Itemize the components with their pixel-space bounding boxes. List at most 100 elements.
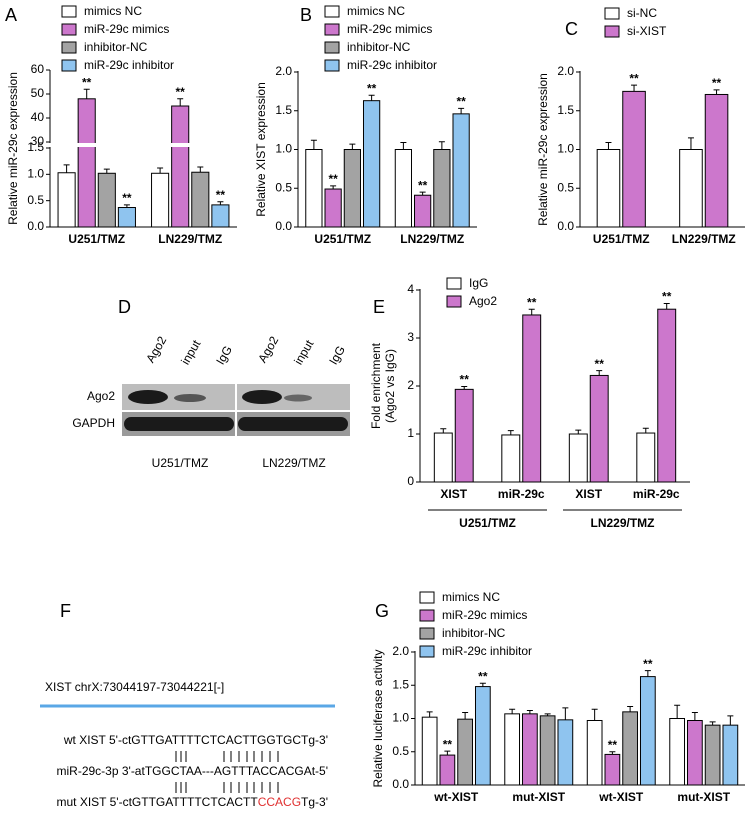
- x-tick-label: mut-XIST: [512, 790, 565, 804]
- legend-label: miR-29c inhibitor: [442, 644, 532, 658]
- error-bar: [642, 427, 649, 434]
- legend-label: inhibitor-NC: [442, 626, 506, 640]
- lane-label: IgG: [213, 343, 235, 367]
- base-pair-ticks: [175, 751, 279, 793]
- y-tick-label: 3: [407, 330, 414, 344]
- error-bar: [83, 88, 90, 99]
- y-tick-label: 2.0: [275, 64, 292, 78]
- error-bar: [217, 201, 224, 205]
- error-bar: [444, 750, 451, 756]
- y-tick-label: 0.0: [392, 777, 409, 791]
- error-bar: [591, 708, 598, 721]
- legend-swatch: [324, 41, 340, 54]
- error-bar: [631, 84, 638, 92]
- error-bar: [627, 706, 634, 712]
- bar: [622, 711, 638, 786]
- error-bar: [709, 721, 716, 726]
- y-tick-label: 0: [407, 474, 414, 488]
- bar: [589, 374, 609, 483]
- significance: **: [176, 85, 186, 99]
- bar: [343, 149, 361, 228]
- lane-label: input: [178, 337, 203, 367]
- x-tick-label: U251/TMZ: [68, 232, 125, 246]
- legend-swatch: [604, 25, 620, 38]
- significance: **: [456, 95, 466, 109]
- bar: [433, 149, 451, 228]
- error-bar: [419, 191, 426, 196]
- y-tick-label: 0.0: [275, 219, 292, 233]
- y-tick-label: 60: [31, 62, 45, 76]
- significance: **: [478, 669, 488, 683]
- axis-break: [44, 143, 237, 147]
- bar: [77, 98, 96, 228]
- error-bar: [528, 308, 535, 315]
- bar: [604, 753, 621, 786]
- x-tick-label: wt-XIST: [433, 790, 479, 804]
- sequence-title: XIST chrX:73044197-73044221[-]: [45, 680, 224, 694]
- legend-swatch: [446, 277, 462, 290]
- legend-label: miR-29c inhibitor: [84, 58, 174, 72]
- band: [174, 394, 206, 402]
- bar: [657, 308, 677, 483]
- legend-swatch: [446, 295, 462, 308]
- y-tick-label: 2.0: [557, 64, 574, 78]
- y-tick-label: 30: [31, 134, 45, 148]
- significance: **: [629, 71, 639, 85]
- x-tick-label: wt-XIST: [598, 790, 644, 804]
- bar: [57, 172, 76, 228]
- bar: [394, 149, 413, 228]
- legend-label: miR-29c mimics: [84, 22, 169, 36]
- x-tick-label: XIST: [575, 487, 602, 501]
- cell-label: LN229/TMZ: [262, 456, 325, 470]
- error-bar: [462, 712, 469, 720]
- significance: **: [460, 373, 470, 387]
- error-bar: [544, 713, 551, 716]
- error-bar: [509, 708, 516, 714]
- x-tick-label: XIST: [440, 487, 467, 501]
- significance: **: [608, 738, 618, 752]
- y-tick-label: 2.0: [392, 644, 409, 658]
- bar: [636, 432, 656, 483]
- x-tick-label: miR-29c: [633, 487, 680, 501]
- legend-label: mimics NC: [347, 4, 405, 18]
- significance: **: [527, 295, 537, 309]
- error-bar: [687, 137, 694, 150]
- error-bar: [157, 167, 164, 174]
- pairing: [175, 751, 279, 793]
- error-bar: [63, 164, 70, 173]
- legend-swatch: [419, 627, 435, 640]
- bar: [117, 207, 136, 228]
- error-bar: [310, 139, 317, 150]
- significance: **: [712, 76, 722, 90]
- band: [124, 417, 234, 431]
- y-tick-label: 1.0: [27, 167, 44, 181]
- legend-label: miR-29c mimics: [442, 608, 527, 622]
- bar: [622, 90, 646, 228]
- error-bar: [562, 707, 569, 720]
- bar: [457, 718, 473, 786]
- panel-label: A: [5, 5, 17, 25]
- panel-label: C: [565, 19, 578, 39]
- panel-label: F: [60, 601, 71, 621]
- y-tick-label: 0.5: [392, 744, 409, 758]
- y-tick-label: 0.5: [557, 180, 574, 194]
- legend-label: IgG: [469, 276, 488, 290]
- legend-swatch: [419, 609, 435, 622]
- bar: [679, 149, 703, 228]
- bar: [452, 113, 470, 228]
- legend-label: mimics NC: [442, 590, 500, 604]
- bar: [704, 724, 721, 786]
- y-tick-label: 50: [31, 86, 45, 100]
- legend-label: inhibitor-NC: [347, 40, 411, 54]
- error-bar: [507, 430, 514, 435]
- x-tick-label: LN229/TMZ: [400, 232, 464, 246]
- y-tick-label: 1.0: [557, 142, 574, 156]
- row-label: Ago2: [87, 389, 115, 403]
- error-bar: [426, 711, 433, 718]
- legend-label: inhibitor-NC: [84, 40, 148, 54]
- group-label: U251/TMZ: [459, 516, 516, 530]
- bar: [171, 105, 190, 228]
- bar: [504, 713, 521, 786]
- y-tick-label: 1: [407, 426, 414, 440]
- bar: [433, 432, 453, 483]
